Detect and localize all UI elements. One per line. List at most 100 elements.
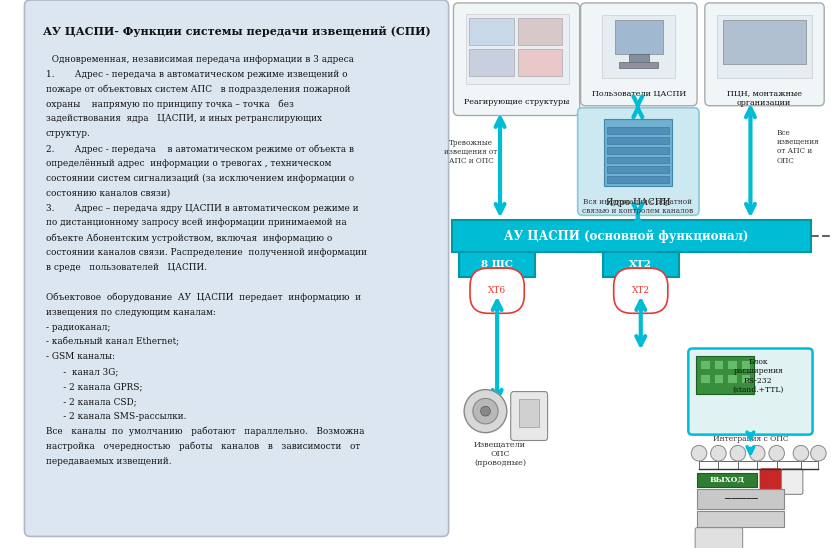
Circle shape — [810, 446, 826, 461]
Text: - 2 канала SMS-рассылки.: - 2 канала SMS-рассылки. — [46, 412, 186, 421]
Circle shape — [711, 446, 726, 461]
Text: ХТ2: ХТ2 — [629, 260, 652, 269]
Circle shape — [750, 446, 765, 461]
Text: по дистанционному запросу всей информации принимаемой на: по дистанционному запросу всей информаци… — [46, 219, 347, 227]
FancyBboxPatch shape — [607, 137, 669, 144]
FancyBboxPatch shape — [705, 3, 824, 106]
FancyBboxPatch shape — [466, 14, 569, 84]
Text: задействования  ядра   ЦАСПИ, и иных ретранслирующих: задействования ядра ЦАСПИ, и иных ретран… — [46, 115, 322, 123]
FancyBboxPatch shape — [740, 360, 750, 369]
FancyBboxPatch shape — [519, 399, 538, 427]
Text: - 2 канала GPRS;: - 2 канала GPRS; — [46, 382, 142, 391]
FancyBboxPatch shape — [615, 20, 663, 54]
FancyBboxPatch shape — [518, 49, 562, 76]
Text: ПЦН, монтажные
организации: ПЦН, монтажные организации — [726, 90, 802, 107]
FancyBboxPatch shape — [607, 157, 669, 163]
Text: Блок
расширения
RS-232
(stand.+TTL): Блок расширения RS-232 (stand.+TTL) — [732, 358, 784, 393]
FancyBboxPatch shape — [469, 49, 514, 76]
Text: ВЫХОД: ВЫХОД — [710, 476, 745, 484]
Text: Пользователи ЦАСПИ: Пользователи ЦАСПИ — [592, 90, 686, 98]
FancyBboxPatch shape — [740, 374, 750, 383]
Text: АУ ЦАСПИ- Функции системы передачи извещений (СПИ): АУ ЦАСПИ- Функции системы передачи извещ… — [42, 26, 430, 37]
Text: -  канал 3G;: - канал 3G; — [46, 367, 118, 376]
FancyBboxPatch shape — [607, 147, 669, 153]
FancyBboxPatch shape — [24, 0, 449, 536]
FancyBboxPatch shape — [607, 167, 669, 173]
FancyBboxPatch shape — [700, 374, 710, 383]
FancyBboxPatch shape — [717, 15, 812, 78]
Text: - 2 канала CSD;: - 2 канала CSD; — [46, 397, 136, 406]
FancyBboxPatch shape — [760, 469, 781, 494]
FancyBboxPatch shape — [727, 374, 737, 383]
FancyBboxPatch shape — [454, 3, 580, 116]
Text: Все
извещения
от АПС и
ОПС: Все извещения от АПС и ОПС — [777, 129, 819, 164]
Text: состоянию каналов связи): состоянию каналов связи) — [46, 189, 170, 198]
FancyBboxPatch shape — [697, 489, 784, 509]
Text: ХТ2: ХТ2 — [632, 286, 650, 295]
Text: АУ ЦАСПИ (основной функционал): АУ ЦАСПИ (основной функционал) — [504, 229, 749, 243]
FancyBboxPatch shape — [696, 356, 755, 393]
Text: в среде   пользователей   ЦАСПИ.: в среде пользователей ЦАСПИ. — [46, 263, 207, 272]
FancyBboxPatch shape — [511, 392, 548, 441]
FancyBboxPatch shape — [602, 15, 675, 78]
FancyBboxPatch shape — [714, 374, 723, 383]
Text: ━━━━━━━━━: ━━━━━━━━━ — [724, 496, 758, 502]
Text: объекте Абонентским устройством, включая  информацию о: объекте Абонентским устройством, включая… — [46, 233, 332, 243]
Text: Интеграция с ОПС: Интеграция с ОПС — [713, 435, 789, 443]
Text: Реагирующие структуры: Реагирующие структуры — [464, 98, 569, 106]
Text: пожаре от объектовых систем АПС   в подразделения пожарной: пожаре от объектовых систем АПС в подраз… — [46, 84, 351, 94]
FancyBboxPatch shape — [697, 473, 757, 487]
Text: Вся информация с обратной
связью и контролем каналов: Вся информация с обратной связью и контр… — [583, 198, 694, 215]
Text: состоянии каналов связи. Распределение  полученной информации: состоянии каналов связи. Распределение п… — [46, 248, 366, 257]
Text: передаваемых извещений.: передаваемых извещений. — [46, 456, 171, 466]
FancyBboxPatch shape — [629, 54, 648, 62]
FancyBboxPatch shape — [469, 18, 514, 45]
Text: ХТ6: ХТ6 — [488, 286, 506, 295]
Circle shape — [691, 446, 707, 461]
FancyBboxPatch shape — [460, 252, 535, 277]
FancyBboxPatch shape — [714, 360, 723, 369]
Text: Тревожные
извещения от
АПС и ОПС: Тревожные извещения от АПС и ОПС — [445, 139, 498, 165]
Text: 8 ШС: 8 ШС — [481, 260, 513, 269]
Text: Все   каналы  по  умолчанию   работают   параллельно.   Возможна: Все каналы по умолчанию работают паралле… — [46, 427, 364, 436]
FancyBboxPatch shape — [695, 528, 743, 548]
Text: определённый адрес  информации о тревогах , техническом: определённый адрес информации о тревогах… — [46, 159, 332, 168]
FancyBboxPatch shape — [607, 127, 669, 134]
Circle shape — [769, 446, 784, 461]
Circle shape — [473, 398, 498, 424]
FancyBboxPatch shape — [603, 252, 679, 277]
FancyBboxPatch shape — [697, 511, 784, 527]
FancyBboxPatch shape — [451, 220, 810, 252]
FancyBboxPatch shape — [727, 360, 737, 369]
Text: Извещатели
ОПС
(проводные): Извещатели ОПС (проводные) — [474, 441, 526, 467]
FancyBboxPatch shape — [700, 360, 710, 369]
Text: состоянии систем сигнализаций (за исключением информации о: состоянии систем сигнализаций (за исключ… — [46, 174, 354, 183]
Text: охраны    напрямую по принципу точка – точка   без: охраны напрямую по принципу точка – точк… — [46, 99, 293, 109]
Circle shape — [480, 406, 490, 416]
FancyBboxPatch shape — [619, 62, 658, 67]
FancyBboxPatch shape — [518, 18, 562, 45]
Text: - радиоканал;: - радиоканал; — [46, 323, 111, 332]
Text: структур.: структур. — [46, 129, 91, 138]
Circle shape — [465, 390, 507, 433]
Text: извещения по следующим каналам:: извещения по следующим каналам: — [46, 308, 216, 317]
Text: Ядро ЦАСПИ: Ядро ЦАСПИ — [606, 198, 670, 207]
Text: 1.       Адрес - передача в автоматическом режиме извещений о: 1. Адрес - передача в автоматическом реж… — [46, 70, 347, 79]
Text: - кабельный канал Ethernet;: - кабельный канал Ethernet; — [46, 338, 179, 346]
FancyBboxPatch shape — [578, 107, 699, 215]
Circle shape — [793, 446, 809, 461]
Text: Объектовое  оборудование  АУ  ЦАСПИ  передает  информацию  и: Объектовое оборудование АУ ЦАСПИ передае… — [46, 293, 361, 302]
Circle shape — [730, 446, 745, 461]
FancyBboxPatch shape — [607, 176, 669, 183]
Text: 2.       Адрес - передача    в автоматическом режиме от объекта в: 2. Адрес - передача в автоматическом реж… — [46, 144, 354, 153]
FancyBboxPatch shape — [723, 20, 806, 64]
FancyBboxPatch shape — [688, 349, 813, 435]
Text: Одновременная, независимая передача информации в 3 адреса: Одновременная, независимая передача инфо… — [46, 55, 354, 64]
FancyBboxPatch shape — [781, 469, 803, 494]
Text: 3.       Адрес – передача ядру ЦАСПИ в автоматическом режиме и: 3. Адрес – передача ядру ЦАСПИ в автомат… — [46, 204, 358, 213]
FancyBboxPatch shape — [581, 3, 697, 106]
Text: настройка   очередностью   работы   каналов   в   зависимости   от: настройка очередностью работы каналов в … — [46, 442, 360, 451]
Circle shape — [696, 545, 708, 548]
Text: - GSM каналы:: - GSM каналы: — [46, 352, 115, 362]
FancyBboxPatch shape — [604, 119, 671, 186]
